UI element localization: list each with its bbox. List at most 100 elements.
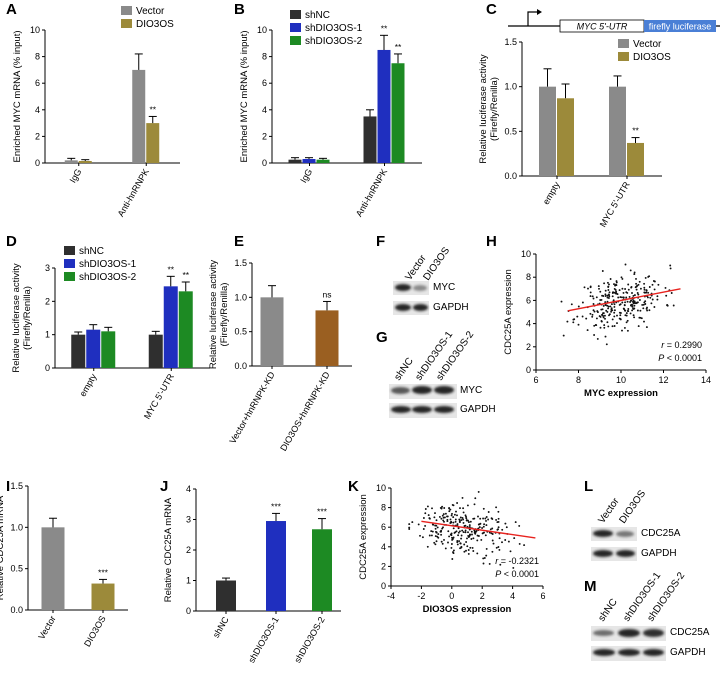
bar: [178, 291, 193, 368]
blot-m-band-gapdh: GAPDH: [670, 647, 706, 658]
x-tick-label: 2: [480, 591, 485, 601]
scatter-point: [480, 538, 483, 541]
y-tick-label: 1.5: [234, 258, 247, 268]
scatter-point: [614, 283, 617, 286]
luciferase-construct-diagram: MYC 5'-UTR firefly luciferase: [508, 9, 720, 33]
scatter-point: [643, 282, 646, 285]
scatter-point: [482, 517, 485, 520]
scatter-point: [589, 295, 592, 298]
bar: [148, 334, 163, 368]
legend-swatch: [618, 39, 629, 48]
scatter-point: [478, 523, 481, 526]
y-tick-label: 10: [30, 25, 40, 35]
scatter-point: [446, 515, 448, 518]
y-tick-label: 1.0: [504, 82, 517, 92]
scatter-point: [497, 520, 500, 523]
scatter-point: [440, 530, 442, 533]
scatter-point: [625, 296, 628, 299]
scatter-point: [487, 518, 490, 521]
scatter-point: [483, 531, 485, 534]
scatter-point: [485, 519, 487, 522]
scatter-point: [613, 325, 616, 327]
blot-band: [413, 304, 428, 311]
scatter-point: [591, 315, 594, 318]
scatter-point: [589, 312, 592, 315]
scatter-point: [587, 287, 589, 290]
x-tick-label: 0: [449, 591, 454, 601]
y-tick-label: 10: [257, 25, 267, 35]
scatter-point: [623, 304, 626, 306]
scatter-point: [512, 566, 515, 569]
scatter-point: [518, 542, 521, 545]
y-axis-label: CDC25A expression: [358, 494, 369, 580]
scatter-point: [652, 280, 655, 282]
blot-f-band-myc: MYC: [433, 282, 455, 293]
scatter-point: [611, 325, 614, 328]
scatter-point: [607, 285, 610, 288]
significance-label: ***: [271, 501, 282, 511]
scatter-point: [443, 516, 446, 519]
scatter-point: [618, 317, 621, 320]
panel-label-h: H: [486, 233, 497, 250]
significance-label: **: [632, 126, 639, 136]
scatter-point: [598, 315, 601, 318]
scatter-point: [638, 299, 641, 301]
blot-band: [643, 649, 664, 656]
scatter-point: [598, 287, 600, 290]
scatter-point: [635, 277, 637, 280]
blot-band: [593, 649, 615, 656]
scatter-point: [471, 546, 474, 549]
panel-label-l: L: [584, 478, 593, 495]
scatter-point: [504, 539, 507, 541]
blot-m-band-cdc25a: CDC25A: [670, 627, 710, 638]
chart-e: 0.0 0.5 1.0 1.5 Relative luciferase activity…: [208, 258, 352, 453]
scatter-point: [426, 545, 429, 548]
y-tick-label: 6: [35, 78, 40, 88]
scatter-point: [613, 315, 616, 318]
scatter-point: [431, 507, 433, 510]
scatter-point: [628, 295, 631, 298]
panel-label-f: F: [376, 233, 385, 250]
scatter-point: [608, 283, 610, 286]
bar: [609, 86, 626, 176]
blot-l-band-cdc25a: CDC25A: [641, 528, 681, 539]
blot-l-lane-dio3os: DIO3OS: [617, 488, 648, 526]
scatter-point: [593, 334, 596, 336]
bar: [316, 159, 330, 163]
bar: [627, 142, 644, 176]
scatter-point: [417, 523, 420, 526]
legend-label: shDIO3OS-2: [305, 36, 363, 47]
blot-band: [434, 406, 454, 413]
scatter-point: [462, 518, 465, 521]
scatter-point: [408, 528, 411, 530]
scatter-point: [452, 551, 454, 554]
scatter-point: [644, 300, 647, 303]
scatter-point: [609, 278, 612, 280]
y-axis-label: Relative CDC25A mRNA: [163, 497, 174, 602]
scatter-point: [440, 507, 443, 510]
scatter-point: [450, 514, 453, 517]
scatter-point: [601, 270, 604, 272]
x-tick-label: MYC 5'-UTR: [142, 372, 176, 421]
scatter-point: [630, 286, 633, 289]
y-tick-label: 1: [186, 576, 191, 586]
significance-label: **: [167, 264, 174, 274]
scatter-point: [479, 517, 482, 520]
scatter-point: [452, 549, 455, 552]
scatter-point: [621, 329, 623, 332]
scatter-point: [645, 289, 648, 292]
scatter-point: [450, 520, 453, 523]
scatter-point: [474, 497, 477, 500]
scatter-point: [607, 289, 610, 291]
scatter-point: [609, 305, 612, 308]
y-tick-label: 0.5: [234, 327, 247, 337]
scatter-point: [625, 321, 628, 324]
scatter-point: [497, 517, 500, 520]
y-axis-label: CDC25A expression: [503, 269, 514, 355]
scatter-point: [604, 295, 607, 297]
scatter-point: [600, 313, 603, 316]
scatter-point: [632, 314, 635, 317]
x-tick-label: 14: [701, 375, 711, 385]
blot-band: [618, 649, 640, 656]
